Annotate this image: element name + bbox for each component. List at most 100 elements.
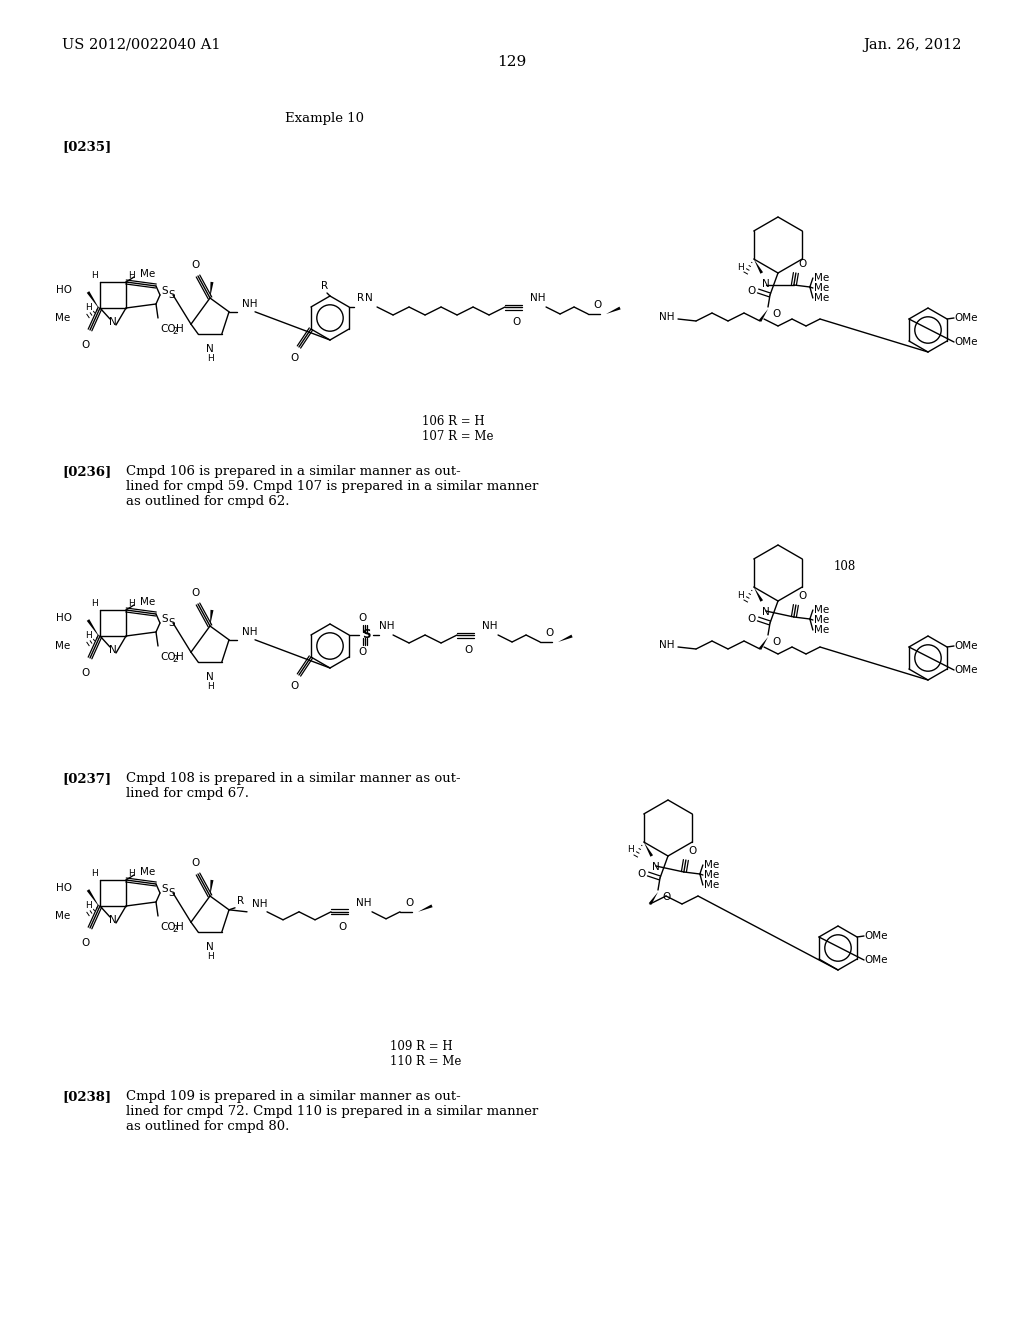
Text: CO: CO — [160, 921, 176, 932]
Text: O: O — [688, 846, 696, 855]
Text: N: N — [365, 293, 373, 304]
Polygon shape — [558, 635, 572, 642]
Text: O: O — [593, 300, 601, 310]
Text: O: O — [191, 587, 200, 598]
Text: NH: NH — [658, 640, 674, 649]
Polygon shape — [87, 890, 100, 908]
Text: Jan. 26, 2012: Jan. 26, 2012 — [863, 38, 962, 51]
Text: lined for cmpd 67.: lined for cmpd 67. — [126, 787, 249, 800]
Text: OMe: OMe — [864, 954, 888, 965]
Text: H: H — [176, 921, 183, 932]
Text: Me: Me — [814, 605, 829, 615]
Text: H: H — [85, 631, 92, 640]
Text: N: N — [206, 942, 214, 952]
Text: S: S — [168, 888, 175, 898]
Text: H: H — [207, 354, 213, 363]
Text: O: O — [358, 612, 367, 623]
Text: NH: NH — [252, 899, 267, 908]
Text: Me: Me — [814, 293, 829, 304]
Text: R: R — [237, 896, 244, 906]
Text: O: O — [191, 858, 200, 869]
Text: O: O — [772, 309, 780, 319]
Polygon shape — [87, 619, 100, 638]
Text: 2: 2 — [172, 925, 177, 935]
Text: HO: HO — [56, 285, 72, 294]
Text: NH: NH — [482, 620, 498, 631]
Text: Cmpd 108 is prepared in a similar manner as out-: Cmpd 108 is prepared in a similar manner… — [126, 772, 461, 785]
Polygon shape — [649, 892, 658, 904]
Text: N: N — [206, 345, 214, 354]
Text: O: O — [81, 668, 89, 678]
Text: OMe: OMe — [954, 642, 978, 651]
Text: HO: HO — [56, 612, 72, 623]
Text: N: N — [762, 607, 770, 616]
Text: N: N — [110, 317, 117, 327]
Text: O: O — [662, 892, 671, 902]
Text: O: O — [81, 341, 89, 350]
Text: S: S — [168, 290, 175, 300]
Text: H: H — [737, 590, 743, 599]
Text: 2: 2 — [172, 655, 177, 664]
Polygon shape — [754, 259, 763, 273]
Text: N: N — [110, 915, 117, 925]
Text: O: O — [406, 898, 414, 908]
Text: 2: 2 — [172, 327, 177, 337]
Text: NH: NH — [379, 620, 394, 631]
Text: OMe: OMe — [954, 665, 978, 675]
Text: Me: Me — [703, 870, 719, 880]
Text: lined for cmpd 59. Cmpd 107 is prepared in a similar manner: lined for cmpd 59. Cmpd 107 is prepared … — [126, 480, 539, 492]
Text: [0238]: [0238] — [62, 1090, 112, 1104]
Text: 108: 108 — [834, 560, 856, 573]
Text: Me: Me — [54, 911, 70, 921]
Polygon shape — [759, 309, 768, 322]
Text: H: H — [128, 869, 135, 878]
Text: O: O — [798, 591, 806, 601]
Text: S: S — [362, 628, 371, 642]
Text: 110 R = Me: 110 R = Me — [390, 1055, 462, 1068]
Text: NH: NH — [242, 627, 257, 636]
Text: Me: Me — [54, 313, 70, 323]
Text: Example 10: Example 10 — [285, 112, 364, 125]
Text: H: H — [207, 682, 213, 692]
Polygon shape — [418, 904, 432, 912]
Text: N: N — [652, 862, 659, 873]
Text: H: H — [176, 652, 183, 663]
Text: H: H — [85, 902, 92, 911]
Text: OMe: OMe — [954, 337, 978, 347]
Text: Me: Me — [814, 624, 829, 635]
Text: O: O — [798, 259, 806, 269]
Text: OMe: OMe — [954, 313, 978, 323]
Text: lined for cmpd 72. Cmpd 110 is prepared in a similar manner: lined for cmpd 72. Cmpd 110 is prepared … — [126, 1105, 539, 1118]
Text: O: O — [358, 647, 367, 657]
Text: Me: Me — [814, 282, 829, 293]
Text: O: O — [191, 260, 200, 271]
Text: O: O — [638, 869, 646, 879]
Text: Me: Me — [140, 867, 156, 876]
Text: Cmpd 106 is prepared in a similar manner as out-: Cmpd 106 is prepared in a similar manner… — [126, 465, 461, 478]
Text: O: O — [545, 628, 553, 638]
Text: 109 R = H: 109 R = H — [390, 1040, 453, 1053]
Text: Me: Me — [140, 597, 156, 607]
Polygon shape — [87, 292, 100, 310]
Text: H: H — [627, 846, 634, 854]
Text: O: O — [748, 614, 756, 624]
Text: O: O — [512, 317, 520, 327]
Text: [0236]: [0236] — [62, 465, 112, 478]
Polygon shape — [754, 587, 763, 602]
Text: H: H — [85, 304, 92, 313]
Polygon shape — [606, 306, 621, 314]
Text: S: S — [161, 285, 168, 296]
Text: S: S — [161, 883, 168, 894]
Text: NH: NH — [356, 898, 372, 908]
Text: US 2012/0022040 A1: US 2012/0022040 A1 — [62, 38, 220, 51]
Text: S: S — [168, 618, 175, 628]
Text: 129: 129 — [498, 55, 526, 69]
Polygon shape — [644, 842, 653, 857]
Text: H: H — [176, 323, 183, 334]
Text: O: O — [772, 638, 780, 647]
Text: [0235]: [0235] — [62, 140, 112, 153]
Text: H: H — [128, 271, 135, 280]
Polygon shape — [210, 880, 213, 896]
Text: Cmpd 109 is prepared in a similar manner as out-: Cmpd 109 is prepared in a similar manner… — [126, 1090, 461, 1104]
Text: Me: Me — [703, 861, 719, 870]
